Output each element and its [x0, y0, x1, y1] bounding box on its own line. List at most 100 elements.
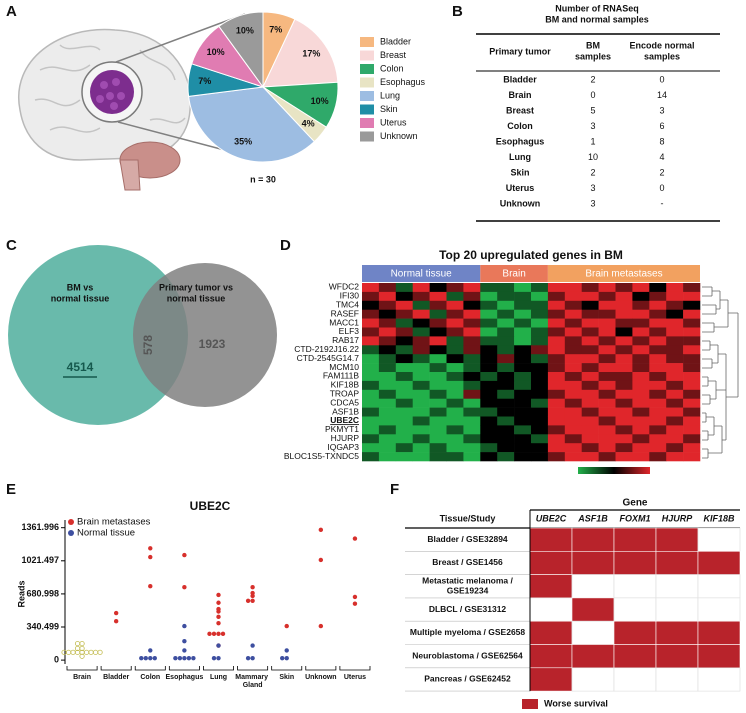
- heatmap-cell: [598, 434, 616, 444]
- point: [191, 655, 196, 661]
- panel-label: E: [6, 481, 16, 498]
- heatmap-cell: [429, 452, 447, 462]
- heatmap-cell: [615, 452, 633, 462]
- heatmap-cell: [429, 291, 447, 302]
- heatmap-cell: [649, 283, 667, 293]
- point: [182, 584, 187, 590]
- heatmap-cell: [514, 398, 532, 408]
- heatmap-cell: [547, 452, 566, 462]
- x-tick-label: Mammary Gland: [235, 674, 270, 689]
- survival-cell: [571, 620, 615, 645]
- heatmap-cell: [497, 452, 515, 462]
- heatmap-cell: [649, 380, 667, 391]
- point: [211, 631, 217, 637]
- legend-swatch: [360, 104, 374, 115]
- heatmap-cell: [395, 354, 413, 364]
- heatmap-cell: [480, 398, 498, 408]
- heatmap-cell: [412, 300, 430, 310]
- heatmap-cell: [480, 416, 498, 426]
- column-group: Gene: [622, 498, 647, 509]
- heatmap-cell: [531, 363, 549, 373]
- row-label: Bladder / GSE32894: [427, 534, 508, 544]
- heatmap-cell: [463, 443, 481, 453]
- survival-cell: [697, 574, 741, 599]
- heatmap-cell: [649, 416, 667, 426]
- heatmap-cell: [514, 416, 532, 426]
- heatmap-cell: [497, 345, 515, 355]
- heatmap-cell: [683, 416, 701, 426]
- heatmap-cell: [598, 327, 616, 337]
- heatmap-cell: [683, 425, 701, 435]
- row-label: RAB17: [332, 335, 359, 345]
- column-header: samples: [575, 51, 611, 61]
- heatmap-cell: [395, 416, 413, 426]
- legend-marker: [68, 519, 74, 525]
- point: [182, 648, 187, 653]
- heatmap-cell: [378, 434, 397, 444]
- heatmap-cell: [581, 309, 599, 319]
- x-tick-label: Colon: [140, 674, 160, 681]
- heatmap-cell: [429, 336, 447, 346]
- heatmap-cell: [531, 300, 549, 310]
- heatmap-cell: [666, 407, 684, 417]
- heatmap-cell: [649, 434, 667, 444]
- heatmap-cell: [446, 389, 464, 399]
- legend-swatch: [360, 118, 374, 128]
- survival-cell: [655, 574, 699, 599]
- heatmap-cell: [547, 354, 566, 364]
- heatmap-cell: [531, 336, 549, 346]
- heatmap-cell: [598, 336, 616, 346]
- heatmap-cell: [598, 363, 616, 373]
- table-title: Number of RNASeq: [555, 3, 639, 13]
- point: [318, 527, 324, 533]
- table-cell: Bladder: [503, 74, 537, 84]
- heatmap-cell: [581, 389, 599, 399]
- heatmap-cell: [412, 283, 430, 293]
- heatmap-cell: [666, 425, 684, 435]
- y-tick-label: 0: [54, 654, 59, 664]
- heatmap-cell: [581, 327, 599, 337]
- heatmap-cell: [632, 363, 650, 373]
- heatmap-cell: [362, 309, 380, 319]
- heatmap-cell: [581, 354, 599, 364]
- heatmap-cell: [429, 354, 447, 364]
- heatmap-cell: [497, 398, 515, 408]
- heatmap-cell: [683, 372, 701, 382]
- survival-cell: [529, 527, 573, 552]
- survival-cell: [571, 574, 615, 599]
- survival-cell: [613, 644, 657, 669]
- heatmap-cell: [649, 354, 667, 364]
- heatmap-cell: [446, 363, 464, 373]
- heatmap-cell: [395, 372, 413, 382]
- heatmap-cell: [480, 389, 498, 399]
- point: [318, 623, 324, 629]
- survival-cell: [697, 620, 741, 645]
- heatmap-cell: [514, 327, 532, 337]
- heatmap-cell: [395, 363, 413, 373]
- heatmap-cell: [395, 318, 413, 328]
- heatmap-cell: [446, 318, 464, 328]
- heatmap-cell: [649, 363, 667, 373]
- survival-cell: [655, 667, 699, 692]
- heatmap-cell: [378, 327, 397, 337]
- heatmap-cell: [514, 336, 532, 346]
- heatmap-cell: [463, 389, 481, 399]
- heatmap-cell: [581, 345, 599, 355]
- pie-slice: [218, 11, 264, 89]
- heatmap-cell: [564, 372, 582, 382]
- point: [207, 631, 212, 637]
- heatmap-cell: [514, 354, 532, 364]
- row-label: Multiple myeloma / GSE2658: [410, 627, 526, 637]
- table-cell: 2: [590, 74, 595, 84]
- heatmap-cell: [378, 354, 397, 364]
- x-tick-label: Unknown: [305, 674, 337, 681]
- heatmap-cell: [395, 345, 413, 355]
- heatmap-cell: [395, 327, 413, 337]
- heatmap-cell: [564, 452, 582, 462]
- point: [113, 610, 119, 616]
- row-label: ELF3: [339, 326, 360, 336]
- category-bracket: [237, 666, 269, 671]
- table-cell: 6: [659, 121, 664, 131]
- heatmap-cell: [395, 380, 413, 391]
- heatmap-cell: [378, 443, 397, 453]
